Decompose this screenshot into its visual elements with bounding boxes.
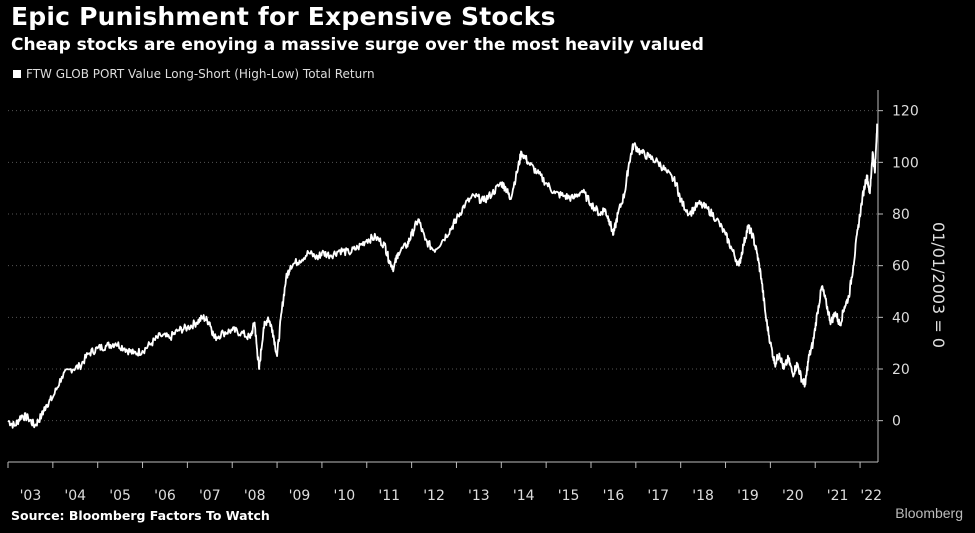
- x-tick-label: '03: [20, 488, 42, 504]
- x-tick-label: '08: [244, 488, 266, 504]
- y-tick-label: 20: [892, 362, 910, 378]
- series-line: [7, 123, 878, 429]
- x-tick-label: '12: [423, 488, 445, 504]
- legend-label: FTW GLOB PORT Value Long-Short (High-Low…: [26, 67, 375, 81]
- x-tick-label: '19: [737, 488, 759, 504]
- chart-subtitle: Cheap stocks are enoying a massive surge…: [11, 35, 704, 55]
- x-tick-label: '21: [827, 488, 849, 504]
- y-tick-label: 100: [892, 155, 919, 171]
- brand-logo: Bloomberg: [895, 505, 963, 521]
- x-tick-label: '14: [513, 488, 535, 504]
- x-tick-label: '17: [647, 488, 669, 504]
- x-tick-label: '04: [64, 488, 86, 504]
- x-tick-label: '10: [334, 488, 356, 504]
- y-tick-label: 40: [892, 310, 910, 326]
- source-note: Source: Bloomberg Factors To Watch: [11, 508, 270, 523]
- x-tick-label: '07: [199, 488, 221, 504]
- x-tick-label: '13: [468, 488, 490, 504]
- y-tick-label: 0: [892, 414, 901, 430]
- chart-title: Epic Punishment for Expensive Stocks: [11, 2, 556, 31]
- legend-swatch: [13, 70, 21, 78]
- x-tick-label: '11: [378, 488, 400, 504]
- x-tick-label: '06: [154, 488, 176, 504]
- y-tick-label: 60: [892, 259, 910, 275]
- x-tick-label: '05: [109, 488, 131, 504]
- y-tick-label: 80: [892, 207, 910, 223]
- x-tick-label: '20: [782, 488, 804, 504]
- x-tick-label: '15: [558, 488, 580, 504]
- y-axis-label: 01/01/2003 = 0: [929, 222, 948, 348]
- legend: FTW GLOB PORT Value Long-Short (High-Low…: [13, 67, 375, 81]
- x-tick-label: '18: [692, 488, 714, 504]
- x-tick-label: '16: [603, 488, 625, 504]
- x-tick-label: '09: [289, 488, 311, 504]
- x-tick-label: '22: [860, 488, 882, 504]
- y-tick-label: 120: [892, 104, 919, 120]
